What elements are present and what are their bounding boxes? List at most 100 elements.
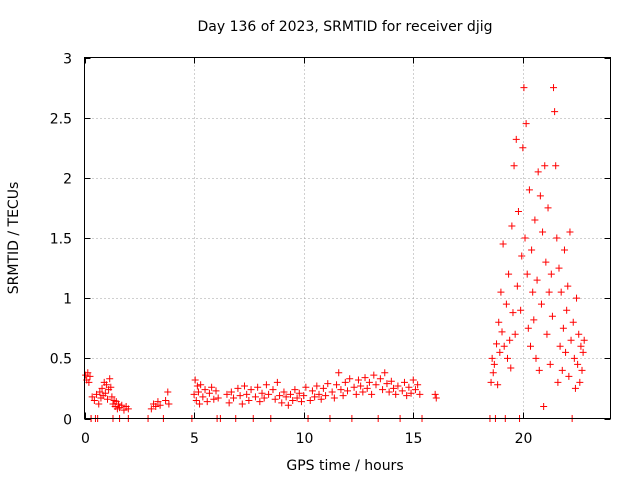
data-point <box>533 276 541 284</box>
data-point <box>293 394 301 402</box>
data-point <box>514 208 522 216</box>
data-point <box>201 386 209 394</box>
data-point <box>567 336 575 344</box>
data-point <box>85 378 93 386</box>
grid <box>84 57 611 419</box>
data-point <box>205 389 213 397</box>
data-point <box>432 394 440 402</box>
data-point <box>559 324 567 332</box>
data-point <box>152 402 160 410</box>
data-point <box>543 330 551 338</box>
data-point <box>192 396 200 404</box>
data-point <box>558 366 566 374</box>
data-point <box>313 382 321 390</box>
data-point <box>507 364 515 372</box>
data-point <box>548 312 556 320</box>
data-point <box>431 390 439 398</box>
data-point <box>88 393 96 401</box>
data-point <box>238 400 246 408</box>
data-point <box>505 270 513 278</box>
data-point <box>265 390 273 398</box>
data-point <box>124 405 132 413</box>
data-point <box>271 395 279 403</box>
y-tick-label: 0 <box>63 413 72 429</box>
data-point <box>96 388 104 396</box>
data-point <box>494 381 502 389</box>
data-point <box>311 393 319 401</box>
data-point <box>510 162 518 170</box>
data-point <box>352 390 360 398</box>
data-point <box>416 390 424 398</box>
data-point <box>523 270 531 278</box>
data-point <box>197 381 205 389</box>
x-tick-label: 5 <box>190 431 199 447</box>
data-point <box>513 282 521 290</box>
data-point <box>208 383 216 391</box>
data-point <box>118 401 126 409</box>
data-point <box>243 390 251 398</box>
data-point <box>569 318 577 326</box>
data-point <box>90 396 98 404</box>
data-point <box>498 328 506 336</box>
data-point <box>537 300 545 308</box>
data-point <box>234 384 242 392</box>
data-point <box>199 393 207 401</box>
data-point <box>363 384 371 392</box>
data-point <box>256 398 264 406</box>
data-point <box>577 342 585 350</box>
data-point <box>335 369 343 377</box>
data-point <box>400 378 408 386</box>
data-point <box>409 376 417 384</box>
data-point <box>165 400 173 408</box>
data-point <box>84 369 92 377</box>
data-point <box>370 371 378 379</box>
data-point <box>579 348 587 356</box>
data-point <box>278 399 286 407</box>
y-tick-label: 0.5 <box>50 352 72 368</box>
data-point <box>512 135 520 143</box>
data-point <box>390 384 398 392</box>
data-point <box>154 398 162 406</box>
data-point <box>411 386 419 394</box>
data-point <box>324 380 332 388</box>
data-point <box>227 388 235 396</box>
data-point <box>522 120 530 128</box>
y-tick-label: 1 <box>63 292 72 308</box>
data-point <box>230 394 238 402</box>
data-point <box>525 186 533 194</box>
data-point <box>350 383 358 391</box>
data-point <box>570 354 578 362</box>
data-point <box>295 389 303 397</box>
data-point <box>521 234 529 242</box>
data-point <box>394 382 402 390</box>
data-point <box>212 387 220 395</box>
data-point <box>564 282 572 290</box>
data-point <box>354 376 362 384</box>
data-point <box>398 387 406 395</box>
data-point <box>542 258 550 266</box>
data-point <box>565 372 573 380</box>
data-point <box>225 399 233 407</box>
data-point <box>114 400 122 408</box>
data-point <box>573 294 581 302</box>
tick-labels: 0 5 10 15 20 0 0.5 1 1.5 2 2.5 3 <box>50 52 533 448</box>
data-point <box>578 366 586 374</box>
data-point <box>308 387 316 395</box>
data-point <box>162 396 170 404</box>
data-point <box>341 378 349 386</box>
data-point <box>315 390 323 398</box>
data-point <box>210 395 218 403</box>
data-point <box>284 401 292 409</box>
data-point <box>560 246 568 254</box>
data-point <box>553 234 561 242</box>
data-point <box>333 381 341 389</box>
data-point <box>297 398 305 406</box>
data-point <box>240 382 248 390</box>
data-point <box>289 396 297 404</box>
data-point <box>254 383 262 391</box>
data-point <box>529 288 537 296</box>
data-point <box>519 144 527 152</box>
data-point <box>260 394 268 402</box>
data-point <box>245 396 253 404</box>
data-point <box>493 340 501 348</box>
